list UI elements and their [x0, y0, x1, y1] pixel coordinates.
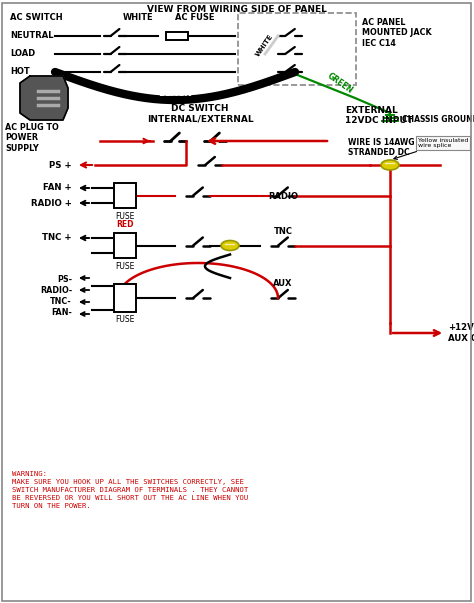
- Bar: [114, 233, 136, 258]
- Text: PS +: PS +: [49, 160, 72, 169]
- Ellipse shape: [221, 241, 239, 250]
- Text: RADIO: RADIO: [268, 192, 298, 201]
- Text: WARNING:
MAKE SURE YOU HOOK UP ALL THE SWITCHES CORRECTLY, SEE
SWITCH MANUFACTUR: WARNING: MAKE SURE YOU HOOK UP ALL THE S…: [12, 471, 248, 509]
- Bar: [114, 284, 136, 312]
- Text: FAN +: FAN +: [44, 183, 72, 192]
- Bar: [166, 32, 188, 40]
- Text: RED: RED: [116, 220, 134, 229]
- Text: AC SWITCH: AC SWITCH: [10, 13, 63, 22]
- Text: GREEN: GREEN: [326, 71, 355, 95]
- Text: AC FUSE: AC FUSE: [175, 13, 215, 22]
- Text: AUX: AUX: [273, 279, 293, 288]
- Text: WHITE: WHITE: [255, 33, 275, 57]
- Text: FUSE: FUSE: [115, 212, 135, 221]
- Text: AC PANEL
MOUNTED JACK
IEC C14: AC PANEL MOUNTED JACK IEC C14: [362, 18, 432, 48]
- Text: FUSE: FUSE: [115, 315, 135, 324]
- Text: WHITE: WHITE: [123, 13, 153, 22]
- Text: TNC +: TNC +: [43, 233, 72, 242]
- Text: FUSE: FUSE: [115, 262, 135, 271]
- Text: Yellow insulated
wire splice: Yellow insulated wire splice: [394, 137, 468, 159]
- Bar: [114, 183, 136, 208]
- Text: AC PLUG TO
POWER
SUPPLY: AC PLUG TO POWER SUPPLY: [5, 123, 59, 153]
- Text: EXTERNAL
12VDC INPUT: EXTERNAL 12VDC INPUT: [345, 106, 413, 125]
- Text: LOAD: LOAD: [10, 49, 35, 58]
- Text: VIEW FROM WIRING SIDE OF PANEL: VIEW FROM WIRING SIDE OF PANEL: [147, 5, 327, 14]
- Polygon shape: [20, 76, 68, 120]
- Ellipse shape: [381, 160, 399, 170]
- Text: WIRE IS 14AWG
STRANDED DC: WIRE IS 14AWG STRANDED DC: [348, 137, 414, 157]
- Text: RADIO +: RADIO +: [31, 198, 72, 207]
- Bar: [238, 13, 356, 85]
- Text: HOT: HOT: [10, 68, 30, 77]
- Text: TNC: TNC: [273, 227, 292, 236]
- Text: BLACK: BLACK: [158, 89, 191, 98]
- Text: NEUTRAL: NEUTRAL: [10, 31, 54, 40]
- Text: PS-
RADIO-
TNC-
FAN-: PS- RADIO- TNC- FAN-: [40, 275, 72, 317]
- Text: +12VDC
AUX OUT: +12VDC AUX OUT: [448, 323, 474, 343]
- Text: DC SWITCH
INTERNAL/EXTERNAL: DC SWITCH INTERNAL/EXTERNAL: [146, 104, 253, 123]
- Text: CHASSIS GROUND: CHASSIS GROUND: [402, 116, 474, 124]
